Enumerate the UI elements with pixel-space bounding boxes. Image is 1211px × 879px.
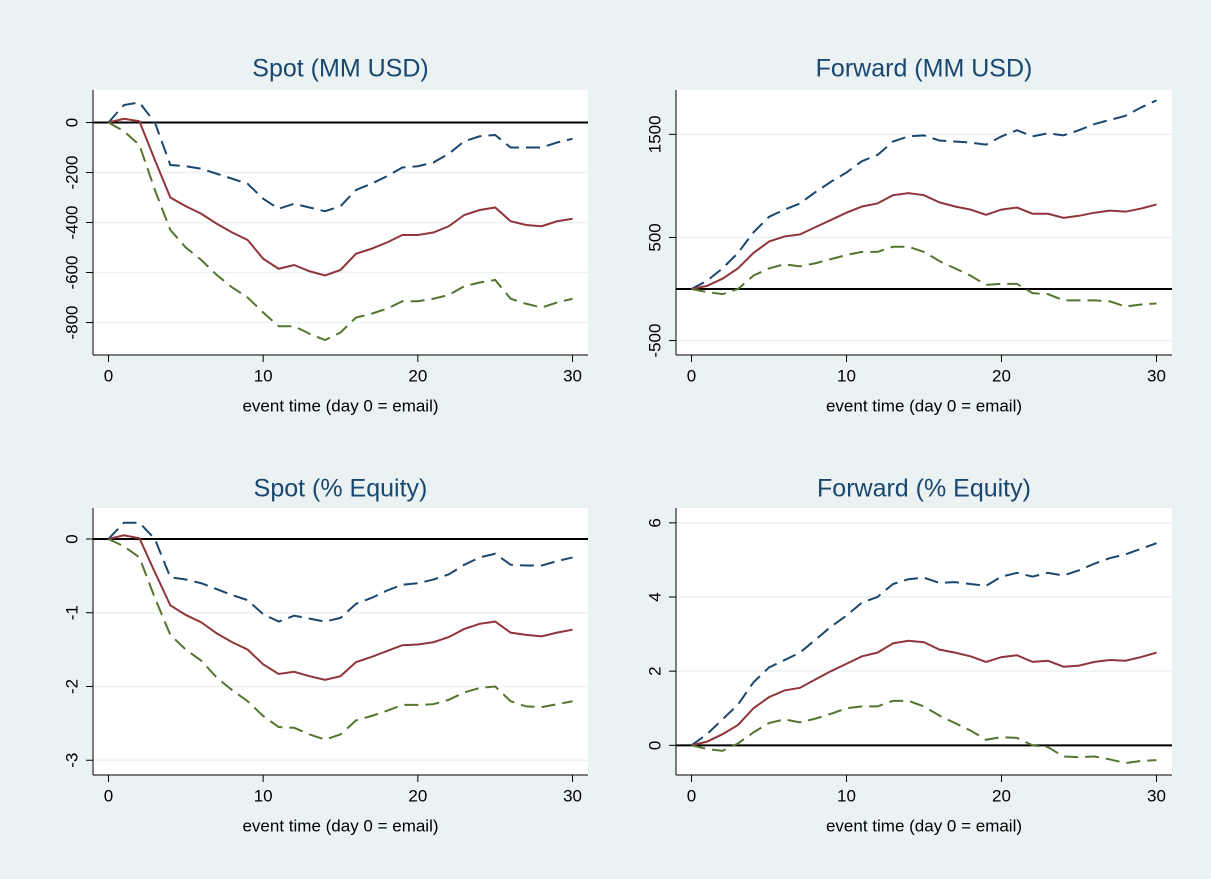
x-tick-label: 0 [687, 786, 696, 805]
x-tick-label: 10 [254, 786, 273, 805]
y-tick-label: 2 [645, 666, 664, 675]
y-tick-label: 0 [645, 741, 664, 750]
series-line [690, 542, 1157, 747]
x-tick-label: 30 [1147, 366, 1166, 385]
series-line [691, 245, 1157, 308]
y-tick-label: -200 [62, 155, 81, 189]
x-tick-label: 0 [104, 786, 113, 805]
y-tick-label: -3 [62, 753, 81, 768]
y-tick-label: -500 [645, 324, 664, 358]
chart-title: Spot (% Equity) [254, 475, 428, 503]
series-line [691, 192, 1157, 290]
chart-title: Forward (MM USD) [816, 55, 1033, 83]
y-tick-label: 4 [645, 592, 664, 601]
x-axis-label: event time (day 0 = email) [242, 396, 438, 415]
series-line [107, 521, 573, 623]
y-tick-label: 0 [62, 534, 81, 543]
panel: -800 -600 -400 -200 0 0 10 20 30 Spot (MM USD) eve… [62, 55, 588, 415]
x-tick-label: 30 [563, 366, 582, 385]
series-line [691, 99, 1157, 290]
y-tick-label: -2 [62, 679, 81, 694]
chart-title: Forward (% Equity) [817, 475, 1031, 503]
plot-area [93, 508, 588, 775]
x-tick-label: 20 [408, 786, 427, 805]
plot-area [676, 90, 1172, 355]
x-tick-label: 0 [104, 366, 113, 385]
x-tick-label: 10 [837, 366, 856, 385]
series-line [691, 699, 1157, 765]
x-tick-label: 20 [992, 366, 1011, 385]
y-tick-label: 0 [62, 118, 81, 127]
x-tick-label: 30 [1147, 786, 1166, 805]
panel: -3 -2 -1 0 0 10 20 30 Spot (% Equity) event time … [62, 475, 588, 835]
x-axis-label: event time (day 0 = email) [826, 816, 1022, 835]
y-tick-label: -1 [62, 605, 81, 620]
y-tick-label: -400 [62, 205, 81, 239]
x-axis-label: event time (day 0 = email) [826, 396, 1022, 415]
x-tick-label: 10 [254, 366, 273, 385]
series-line [108, 538, 573, 741]
panel: 0 2 4 6 0 10 20 30 Forward (% Equity) event time … [645, 475, 1172, 835]
x-tick-label: 0 [687, 366, 696, 385]
series-line [108, 534, 573, 681]
y-tick-label: -600 [62, 255, 81, 289]
x-tick-label: 10 [837, 786, 856, 805]
x-axis-label: event time (day 0 = email) [242, 816, 438, 835]
series-line [108, 117, 573, 277]
y-tick-label: 6 [645, 518, 664, 527]
series-line [107, 121, 573, 342]
y-tick-label: -800 [62, 305, 81, 339]
series-line [691, 639, 1157, 747]
series-line [107, 101, 573, 213]
x-tick-label: 20 [992, 786, 1011, 805]
y-tick-label: 500 [645, 223, 664, 251]
y-tick-label: 1500 [645, 115, 664, 153]
panel: -500 500 1500 0 10 20 30 Forward (MM USD) event … [645, 55, 1172, 415]
chart-title: Spot (MM USD) [252, 55, 428, 83]
x-tick-label: 20 [408, 366, 427, 385]
x-tick-label: 30 [563, 786, 582, 805]
